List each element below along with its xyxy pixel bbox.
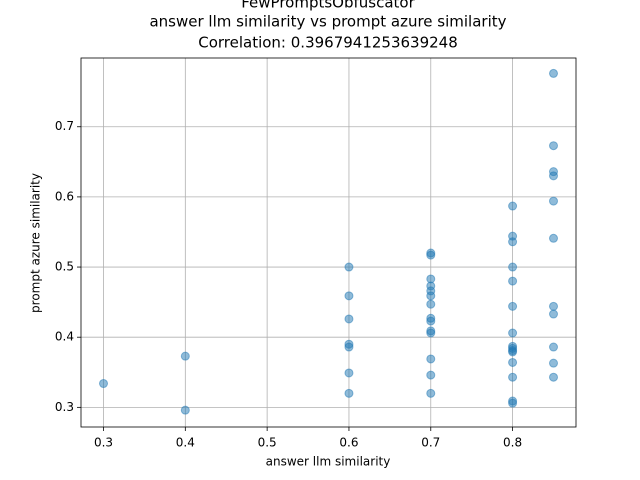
point [99, 379, 108, 389]
point [426, 291, 436, 301]
point [180, 405, 190, 415]
point [426, 316, 436, 326]
point [549, 171, 558, 181]
x-tick-label: 0.4 [176, 436, 195, 450]
y-tick-label: 0.7 [55, 119, 74, 133]
point [508, 398, 518, 408]
point [549, 342, 558, 352]
point [508, 301, 518, 311]
point [344, 342, 354, 352]
point [344, 368, 354, 378]
point [549, 358, 558, 368]
point [344, 388, 354, 398]
plot-frame [80, 57, 577, 428]
point [549, 196, 558, 206]
point [549, 233, 558, 243]
point [344, 314, 354, 324]
point [549, 301, 558, 311]
point [549, 309, 558, 319]
point [549, 68, 558, 78]
x-tick-label: 0.3 [94, 436, 113, 450]
x-tick-label: 0.8 [503, 436, 522, 450]
y-axis-label: prompt azure similarity [29, 173, 43, 313]
chart-subtitle: answer llm similarity vs prompt azure si… [149, 13, 506, 31]
point [344, 291, 354, 301]
point [549, 372, 558, 382]
point [344, 262, 354, 272]
point [508, 201, 518, 211]
point [426, 299, 436, 309]
point [508, 347, 518, 357]
x-tick-label: 0.5 [258, 436, 277, 450]
point [549, 141, 558, 151]
chart-title: FewPromptsObfuscator [241, 0, 415, 12]
point [508, 262, 518, 272]
y-tick-label: 0.6 [55, 189, 74, 203]
point [426, 354, 436, 364]
point [426, 328, 436, 338]
point [508, 372, 518, 382]
point [508, 328, 518, 338]
y-tick-label: 0.3 [55, 400, 74, 414]
x-axis-label: answer llm similarity [266, 455, 391, 469]
point [426, 250, 436, 260]
point [426, 370, 436, 380]
x-tick-label: 0.6 [339, 436, 358, 450]
point [508, 276, 518, 286]
x-tick-label: 0.7 [421, 436, 440, 450]
chart-subtitle: Correlation: 0.3967941253639248 [198, 34, 458, 52]
y-tick-label: 0.4 [55, 330, 74, 344]
y-tick-label: 0.5 [55, 260, 74, 274]
point [180, 351, 190, 361]
point [508, 237, 518, 247]
point [508, 357, 518, 367]
point [426, 388, 436, 398]
